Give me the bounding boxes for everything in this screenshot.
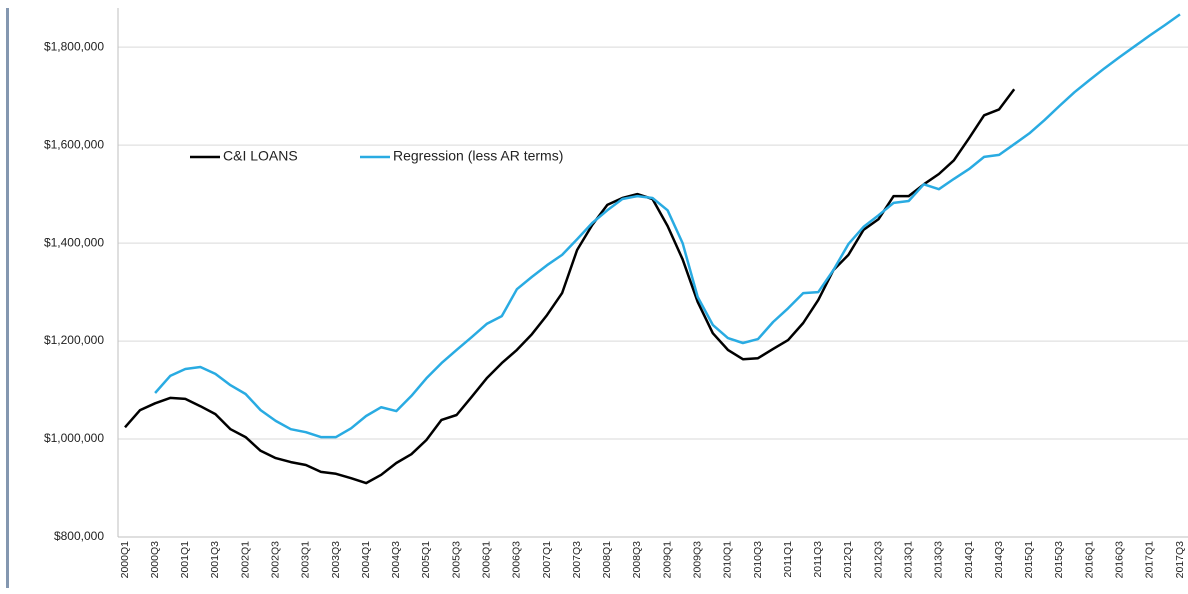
x-tick-label: 2008Q1	[601, 541, 613, 579]
x-tick-label: 2011Q1	[782, 541, 794, 578]
x-tick-label: 2000Q3	[149, 541, 161, 579]
x-tick-label: 2017Q3	[1174, 541, 1186, 579]
legend-label: C&I LOANS	[223, 148, 298, 164]
x-tick-label: 2005Q3	[450, 541, 462, 579]
y-tick-label: $1,400,000	[44, 235, 104, 249]
y-tick-label: $1,800,000	[44, 39, 104, 53]
x-tick-label: 2013Q3	[933, 541, 945, 579]
x-tick-label: 2005Q1	[420, 541, 432, 579]
x-tick-label: 2006Q3	[511, 541, 523, 579]
series-line	[154, 13, 1181, 439]
y-tick-label: $1,200,000	[44, 333, 104, 347]
x-tick-label: 2000Q1	[119, 541, 131, 579]
x-tick-label: 2012Q3	[872, 541, 884, 579]
x-tick-label: 2016Q1	[1083, 541, 1095, 579]
x-tick-label: 2017Q1	[1144, 541, 1156, 579]
x-tick-label: 2002Q3	[269, 541, 281, 579]
x-tick-label: 2015Q1	[1023, 541, 1035, 579]
y-tick-label: $800,000	[54, 529, 104, 543]
x-tick-label: 2008Q3	[631, 541, 643, 579]
x-tick-label: 2016Q3	[1113, 541, 1125, 579]
x-tick-label: 2007Q3	[571, 541, 583, 579]
x-tick-label: 2014Q3	[993, 541, 1005, 579]
x-tick-label: 2006Q1	[480, 541, 492, 579]
x-tick-label: 2009Q1	[661, 541, 673, 579]
x-tick-label: 2003Q1	[300, 541, 312, 579]
x-tick-label: 2010Q1	[722, 541, 734, 579]
x-tick-label: 2014Q1	[963, 541, 975, 579]
x-tick-label: 2007Q1	[541, 541, 553, 579]
left-edge-bar	[6, 8, 9, 588]
x-tick-label: 2009Q3	[691, 541, 703, 579]
x-tick-label: 2015Q3	[1053, 541, 1065, 579]
x-tick-label: 2004Q3	[390, 541, 402, 579]
x-tick-label: 2011Q3	[812, 541, 824, 578]
x-tick-label: 2001Q3	[209, 541, 221, 579]
x-tick-label: 2003Q3	[330, 541, 342, 579]
x-tick-label: 2004Q1	[360, 541, 372, 579]
y-tick-label: $1,000,000	[44, 431, 104, 445]
x-tick-label: 2010Q3	[752, 541, 764, 579]
x-tick-label: 2012Q1	[842, 541, 854, 579]
x-tick-label: 2001Q1	[179, 541, 191, 579]
series-line	[124, 88, 1016, 485]
x-tick-label: 2002Q1	[239, 541, 251, 579]
legend-label: Regression (less AR terms)	[393, 148, 563, 164]
x-tick-label: 2013Q1	[902, 541, 914, 579]
y-tick-label: $1,600,000	[44, 137, 104, 151]
